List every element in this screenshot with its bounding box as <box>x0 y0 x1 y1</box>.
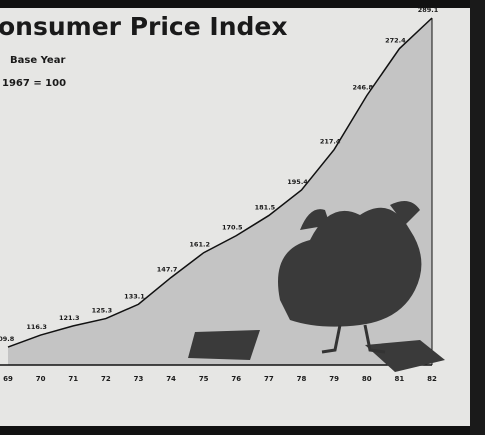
shadow <box>188 330 260 360</box>
turkey-head <box>300 200 420 230</box>
data-label: 109.8 <box>0 335 15 343</box>
x-tick-label: 81 <box>395 375 405 383</box>
x-tick-label: 82 <box>427 375 437 383</box>
turkey <box>278 207 422 327</box>
x-tick-label: 76 <box>231 375 241 383</box>
x-tick-label: 71 <box>68 375 78 383</box>
subtitle: 1967 = 100 <box>2 78 66 89</box>
x-tick-label: 72 <box>101 375 111 383</box>
frame <box>470 0 485 435</box>
x-tick-label: 73 <box>134 375 144 383</box>
data-label: 195.4 <box>287 178 308 186</box>
data-label: 125.3 <box>92 307 113 315</box>
legs <box>321 324 386 354</box>
data-label: 289.1 <box>418 6 439 14</box>
data-label: 147.7 <box>157 265 178 273</box>
x-tick-label: 74 <box>166 375 176 383</box>
data-label: 121.3 <box>59 314 80 322</box>
illustration <box>188 200 445 372</box>
x-tick-label: 79 <box>329 375 339 383</box>
x-tick-label: 75 <box>199 375 209 383</box>
data-label: 116.3 <box>26 323 47 331</box>
x-tick-label: 80 <box>362 375 372 383</box>
x-tick-label: 78 <box>297 375 307 383</box>
line <box>7 17 433 348</box>
shadow <box>365 340 445 372</box>
data-label: 217.4 <box>320 138 341 146</box>
x-tick-label: 70 <box>36 375 46 383</box>
subtitle: Base Year <box>10 55 65 66</box>
x-tick-label: 77 <box>264 375 274 383</box>
data-label: 170.5 <box>222 224 243 232</box>
data-label: 181.5 <box>255 203 276 211</box>
chart-title: onsumer Price Index <box>0 12 287 41</box>
data-label: 272.4 <box>385 37 406 45</box>
data-label: 133.1 <box>124 292 145 300</box>
data-label: 161.2 <box>189 241 210 249</box>
x-tick-label: 69 <box>3 375 13 383</box>
data-label: 246.8 <box>352 84 373 92</box>
